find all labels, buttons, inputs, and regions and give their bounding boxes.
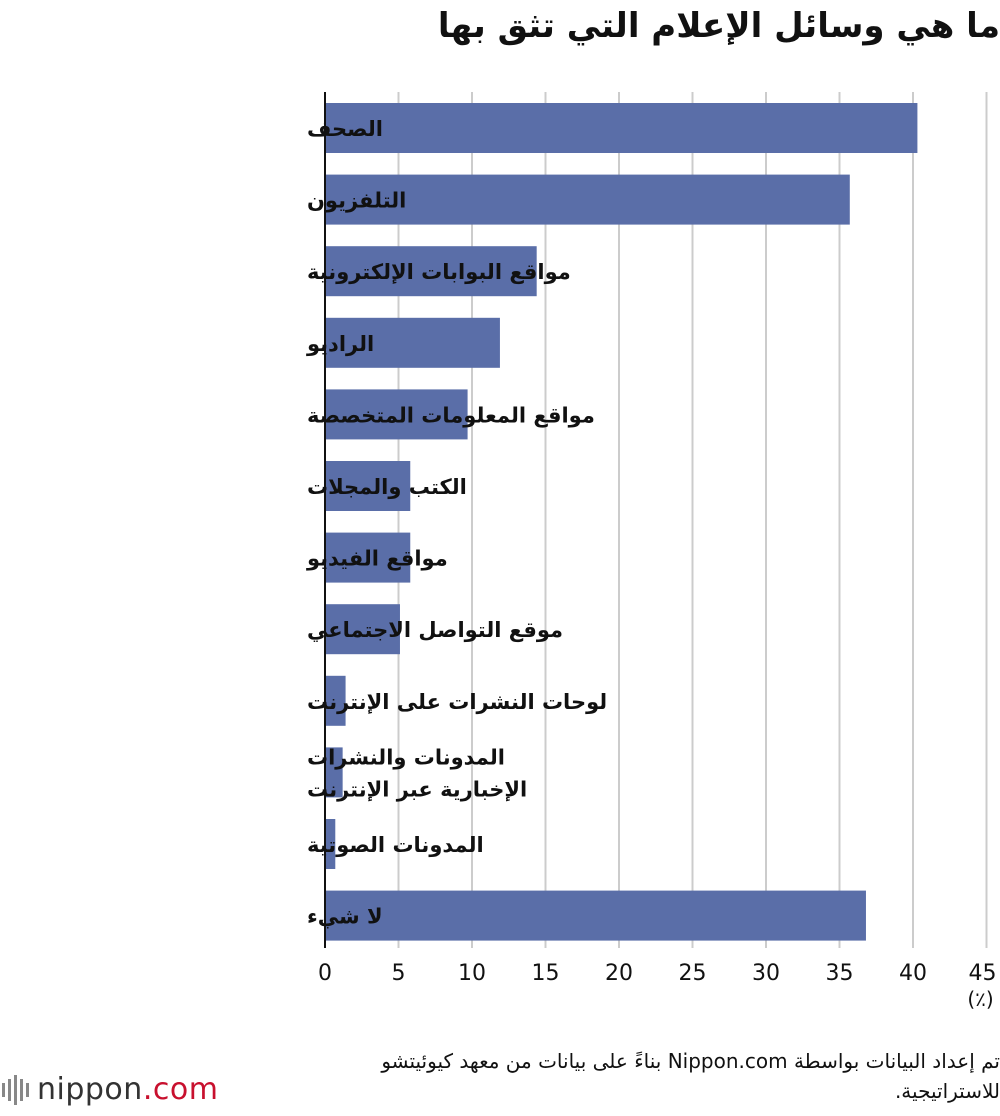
bar (325, 461, 411, 511)
category-label: الراديو (306, 332, 374, 356)
nippon-logo: nippon.com (2, 1072, 218, 1107)
category-label: التلفزيون (307, 189, 406, 213)
bar (325, 819, 336, 869)
logo-mark-icon (2, 1074, 29, 1105)
bar (325, 532, 411, 583)
chart-title: ما هي وسائل الإعلام التي تثق بها (437, 6, 1000, 46)
x-tick-label: 45 (969, 961, 997, 986)
x-tick-labels: 0 5 10 15 20 25 30 35 40 45 (318, 961, 997, 986)
category-label: موقع التواصل الاجتماعي (307, 618, 563, 642)
bar (325, 246, 537, 297)
x-tick-label: 15 (532, 961, 560, 986)
source-note: تم إعداد البيانات بواسطة Nippon.com بناء… (381, 1049, 1000, 1103)
category-label: لا شيء (307, 905, 383, 929)
category-label: المدونات والنشرات الإخبارية عبر الإنترنت (307, 745, 527, 801)
bar (325, 389, 468, 440)
grid-lines (397, 92, 988, 948)
bar-chart: الصحف التلفزيون مواقع البوابات الإلكترونية… (306, 92, 997, 1011)
category-label: مواقع الفيديو (306, 547, 448, 571)
x-tick-label: 5 (392, 961, 406, 986)
x-unit-label: (٪) (967, 987, 993, 1011)
category-labels: الصحف التلفزيون مواقع البوابات الإلكترونية… (306, 117, 607, 929)
bar (325, 747, 343, 798)
bar (325, 103, 918, 153)
bar (325, 890, 866, 941)
x-tick-label: 10 (458, 961, 486, 986)
category-label: الصحف (307, 117, 383, 141)
x-tick-label: 0 (318, 961, 332, 986)
bar (325, 317, 500, 368)
x-tick-label: 30 (752, 961, 780, 986)
bar (325, 604, 400, 655)
logo-text: nippon.com (37, 1072, 219, 1107)
bar (325, 174, 850, 225)
bars (325, 103, 918, 941)
x-tick-label: 40 (899, 961, 927, 986)
bar (325, 675, 346, 726)
x-tick-label: 25 (679, 961, 707, 986)
category-label: الكتب والمجلات (307, 475, 467, 499)
x-tick-label: 35 (826, 961, 854, 986)
x-tick-label: 20 (605, 961, 633, 986)
category-label: مواقع المعلومات المتخصصة (307, 403, 595, 427)
category-label: مواقع البوابات الإلكترونية (307, 260, 571, 284)
category-label: لوحات النشرات على الإنترنت (307, 690, 607, 714)
category-label: المدونات الصوتية (307, 833, 484, 857)
